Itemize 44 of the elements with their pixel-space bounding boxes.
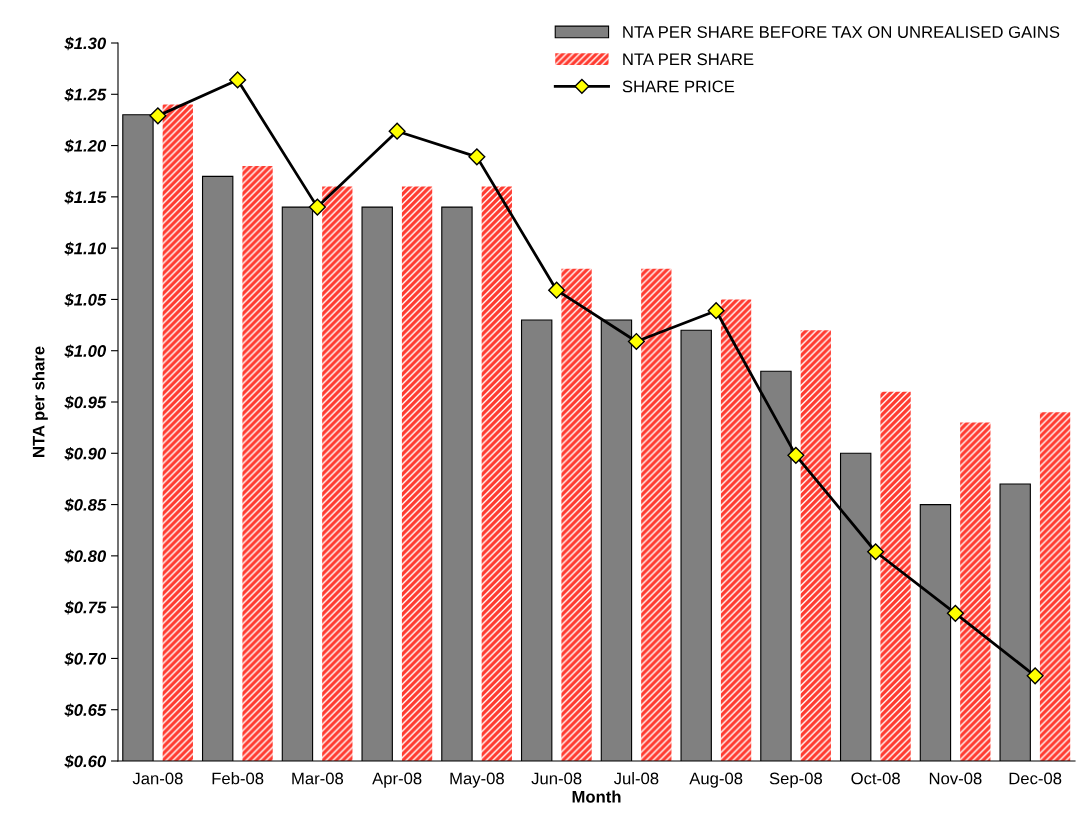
x-tick-label: Nov-08 [929, 772, 982, 785]
x-tick-label: Jul-08 [613, 772, 659, 785]
x-tick-label: Sep-08 [769, 772, 823, 788]
x-tick-label: Aug-08 [689, 772, 743, 788]
y-tick-label: $0.85 [64, 498, 107, 512]
y-tick-label: $0.90 [64, 446, 107, 461]
y-tick-label: $1.00 [64, 344, 107, 358]
legend-label: NTA PER SHARE BEFORE TAX ON UNREALISED GAINS [623, 26, 1060, 38]
y-tick-label: $0.60 [64, 754, 107, 769]
point [707, 302, 725, 320]
point [787, 446, 805, 464]
y-tick-label: $1.30 [64, 36, 107, 51]
y-tick-label: $1.25 [64, 87, 107, 102]
x-tick-label: May-08 [450, 772, 504, 788]
x-tick-label: Feb-08 [212, 772, 264, 785]
y-tick-label: $0.95 [64, 395, 107, 410]
point [1026, 667, 1044, 685]
point [548, 281, 566, 299]
x-tick-label: Oct-08 [851, 772, 900, 785]
y-tick-label: $0.65 [64, 703, 107, 717]
y-tick-label: $0.70 [64, 652, 107, 666]
y-tick-label: $1.05 [64, 293, 107, 307]
x-tick-label: Dec-08 [1009, 772, 1062, 785]
point [468, 148, 486, 166]
point [229, 71, 247, 89]
y-tick-label: $0.80 [64, 549, 107, 564]
point [388, 122, 406, 140]
y-tick-label: $0.75 [64, 600, 107, 615]
y-axis-title: NTA per share [32, 346, 48, 457]
x-tick-label: Apr-08 [372, 772, 422, 788]
y-tick-label: $1.10 [64, 241, 107, 256]
point [946, 604, 964, 622]
x-axis-title: Month [572, 790, 621, 803]
y-tick-label: $1.20 [64, 139, 107, 153]
x-tick-label: Mar-08 [292, 772, 344, 785]
x-tick-label: Jun-08 [531, 772, 582, 785]
point [308, 198, 326, 216]
x-tick-label: Jan-08 [132, 772, 183, 785]
y-tick-label: $1.15 [64, 190, 107, 205]
legend-label: SHARE PRICE [622, 80, 735, 93]
point [627, 332, 645, 351]
legend-label: NTA PER SHARE [623, 53, 754, 66]
point [149, 107, 167, 125]
point [867, 543, 885, 561]
